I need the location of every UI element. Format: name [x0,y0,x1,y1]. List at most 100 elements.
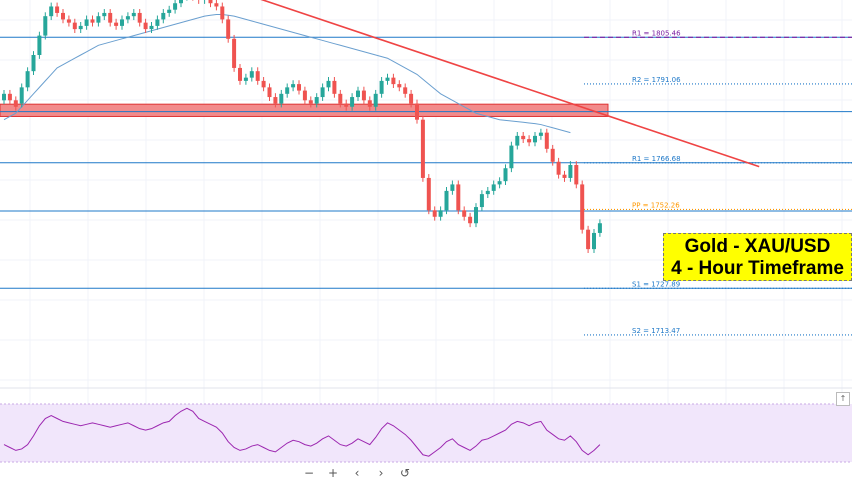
candle-body [90,19,95,23]
candle-body [84,19,89,26]
candle-body [302,90,307,101]
candle-body [444,190,449,211]
candle-body [314,97,319,104]
candle-body [450,184,455,191]
candle-body [568,165,573,178]
chart-grid [0,0,852,460]
candle-body [373,93,378,107]
candle-body [285,87,290,94]
resistance-zone [0,103,609,117]
candle-body [420,119,425,178]
candle-body [131,12,136,17]
candle-body [137,12,142,23]
candle-body [273,97,278,104]
candle-body [344,103,349,107]
trendline-segment [260,0,760,168]
chart-toolbar: − + ‹ › ↺ [300,466,414,484]
scroll-up-button[interactable]: ↑ [836,392,850,406]
candle-body [173,3,178,10]
candle-body [179,0,183,4]
candle-body [208,0,213,4]
candle-body [574,165,579,185]
resistance-zone-rect [0,103,609,117]
candle-body [13,100,18,107]
candle-body [308,100,313,104]
candle-body [297,84,301,91]
moving-average [3,14,571,134]
candle-body [167,9,172,13]
candle-body [597,223,602,233]
ma-line [3,14,571,134]
pivot-label-r1b: R1 = 1766.68 [632,155,681,163]
candle-body [320,87,325,98]
pivot-label-s2: S2 = 1713.47 [632,327,680,335]
zoom-in-button[interactable]: + [327,466,339,480]
candle-body [226,19,231,39]
candle-body [456,184,461,211]
zoom-out-button[interactable]: − [303,466,315,480]
candle-body [155,19,160,26]
candle-body [356,90,360,98]
candle-body [497,181,502,185]
candle-body [485,190,490,195]
rsi-line [3,407,601,457]
candle-body [108,12,113,23]
candle-body [550,148,555,162]
title-box: Gold - XAU/USD 4 - Hour Timeframe [663,233,852,281]
candle-body [544,132,549,149]
candle-body [521,135,526,140]
candle-body [474,207,478,224]
pivot-label-r1: R1 = 1805.46 [632,29,681,37]
candle-body [580,184,585,230]
candle-body [503,168,508,182]
candle-body [379,80,384,94]
candle-body [255,71,260,81]
level-lines [0,36,852,336]
candle-body [214,3,219,7]
candle-body [220,6,225,20]
candle-body [66,19,71,23]
candle-body [509,145,514,169]
pivot-label-pp: PP = 1752.26 [632,201,680,209]
candle-body [25,71,30,88]
candle-body [426,177,431,211]
candles [2,0,602,253]
candle-body [479,194,484,208]
candle-body [538,132,543,136]
candle-body [19,87,24,104]
candle-body [72,22,77,30]
candle-body [238,67,242,81]
candle-body [432,210,437,217]
candle-body [403,87,408,94]
candle-body [332,80,337,94]
candle-body [43,16,48,36]
trendline [260,0,760,168]
candle-body [409,93,414,104]
candle-body [350,97,355,107]
candle-body [556,161,561,175]
candle-body [586,229,591,250]
scroll-left-button[interactable]: ‹ [354,466,360,480]
candle-body [361,90,366,101]
candle-body [78,25,83,30]
candle-body [143,22,148,30]
reset-icon[interactable]: ↺ [399,466,411,480]
candle-body [55,6,60,13]
pivot-label-s1: S1 = 1727.89 [632,280,680,288]
scroll-right-button[interactable]: › [378,466,384,480]
candle-body [267,87,272,98]
candle-body [149,25,154,30]
chart-subtitle: 4 - Hour Timeframe [671,258,844,279]
rsi-panel [0,387,852,463]
candle-body [385,77,390,81]
candle-body [527,139,532,143]
candle-body [562,174,567,178]
candle-body [338,93,343,104]
candle-body [438,210,443,217]
level-labels: R1 = 1805.46 R2 = 1791.06 R1 = 1766.68 PP =… [632,29,681,335]
candle-body [391,77,396,85]
candle-body [7,93,12,101]
candle-body [249,71,254,78]
candle-body [468,216,473,224]
